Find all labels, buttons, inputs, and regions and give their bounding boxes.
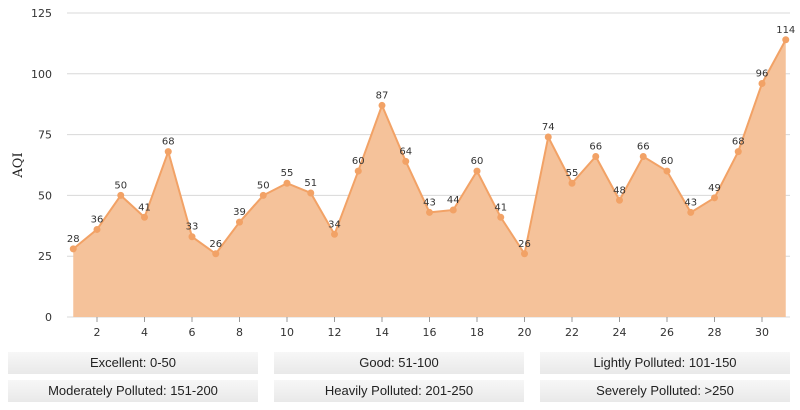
x-tick-label: 30 — [755, 326, 769, 339]
data-label: 66 — [589, 141, 602, 152]
data-point — [639, 152, 647, 160]
x-tick-label: 22 — [565, 326, 579, 339]
data-label: 36 — [91, 214, 104, 225]
data-label: 87 — [376, 90, 389, 101]
data-label: 60 — [471, 156, 484, 167]
data-label: 41 — [494, 202, 507, 213]
data-point — [283, 179, 291, 187]
x-tick-label: 24 — [613, 326, 627, 339]
aqi-legend-item: Good: 51-100 — [274, 352, 524, 374]
data-point — [687, 208, 695, 216]
x-tick-label: 20 — [518, 326, 532, 339]
data-label: 114 — [776, 25, 795, 36]
aqi-legend-item: Lightly Polluted: 101-150 — [540, 352, 790, 374]
data-point — [734, 148, 742, 156]
aqi-legend-item: Severely Polluted: >250 — [540, 380, 790, 402]
data-label: 44 — [447, 195, 460, 206]
data-label: 39 — [233, 207, 246, 218]
data-point — [378, 101, 386, 109]
aqi-legend-item: Excellent: 0-50 — [8, 352, 258, 374]
data-label: 43 — [423, 197, 436, 208]
data-point — [212, 250, 220, 258]
data-label: 60 — [661, 156, 674, 167]
data-label: 48 — [613, 185, 626, 196]
data-point — [117, 191, 125, 199]
data-point — [473, 167, 481, 175]
x-tick-label: 26 — [660, 326, 674, 339]
x-tick-label: 8 — [236, 326, 243, 339]
data-label: 34 — [328, 219, 341, 230]
y-tick-label: 125 — [31, 7, 52, 20]
data-point — [188, 233, 196, 241]
data-point — [164, 148, 172, 156]
y-tick-label: 25 — [38, 250, 52, 263]
data-label: 96 — [756, 69, 769, 80]
data-point — [616, 196, 623, 204]
data-point — [236, 218, 243, 226]
data-point — [402, 157, 410, 165]
y-axis-label: AQI — [11, 152, 26, 178]
data-label: 41 — [138, 202, 151, 213]
data-label: 55 — [566, 168, 579, 179]
data-label: 50 — [114, 180, 127, 191]
data-point — [141, 213, 148, 221]
data-point — [449, 206, 457, 214]
data-point — [69, 245, 77, 253]
data-point — [497, 213, 505, 221]
data-label: 60 — [352, 156, 365, 167]
data-point — [663, 167, 671, 175]
data-point — [354, 167, 362, 175]
data-point — [521, 250, 528, 258]
data-label: 74 — [542, 122, 555, 133]
y-tick-label: 50 — [38, 189, 52, 202]
x-tick-label: 28 — [708, 326, 722, 339]
data-point — [307, 189, 315, 197]
data-label: 64 — [399, 146, 412, 157]
aqi-legend-item: Moderately Polluted: 151-200 — [8, 380, 258, 402]
data-label: 26 — [518, 239, 531, 250]
x-tick-label: 16 — [423, 326, 437, 339]
x-tick-label: 4 — [141, 326, 148, 339]
data-label: 66 — [637, 141, 650, 152]
x-tick-label: 12 — [328, 326, 342, 339]
y-tick-label: 0 — [45, 311, 52, 324]
x-tick-label: 10 — [280, 326, 294, 339]
data-point — [544, 133, 552, 141]
data-point — [758, 80, 766, 88]
y-tick-label: 75 — [38, 129, 52, 142]
data-label: 68 — [162, 137, 175, 148]
data-label: 26 — [209, 239, 222, 250]
x-tick-label: 14 — [375, 326, 389, 339]
data-point — [592, 152, 600, 160]
data-point — [426, 208, 433, 216]
x-tick-label: 18 — [470, 326, 484, 339]
area-fill — [73, 39, 786, 317]
data-label: 28 — [67, 234, 80, 245]
data-point — [93, 225, 101, 233]
aqi-legend-item: Heavily Polluted: 201-250 — [274, 380, 524, 402]
x-tick-label: 6 — [189, 326, 196, 339]
data-label: 55 — [281, 168, 294, 179]
data-point — [711, 194, 718, 202]
data-label: 68 — [732, 137, 745, 148]
data-label: 43 — [684, 197, 697, 208]
data-point — [259, 191, 267, 199]
data-point — [331, 230, 338, 238]
data-label: 49 — [708, 183, 721, 194]
data-label: 50 — [257, 180, 270, 191]
data-point — [782, 36, 790, 44]
data-label: 51 — [304, 178, 317, 189]
data-label: 33 — [186, 222, 199, 233]
data-point — [568, 179, 576, 187]
y-tick-label: 100 — [31, 68, 52, 81]
x-tick-label: 2 — [94, 326, 101, 339]
